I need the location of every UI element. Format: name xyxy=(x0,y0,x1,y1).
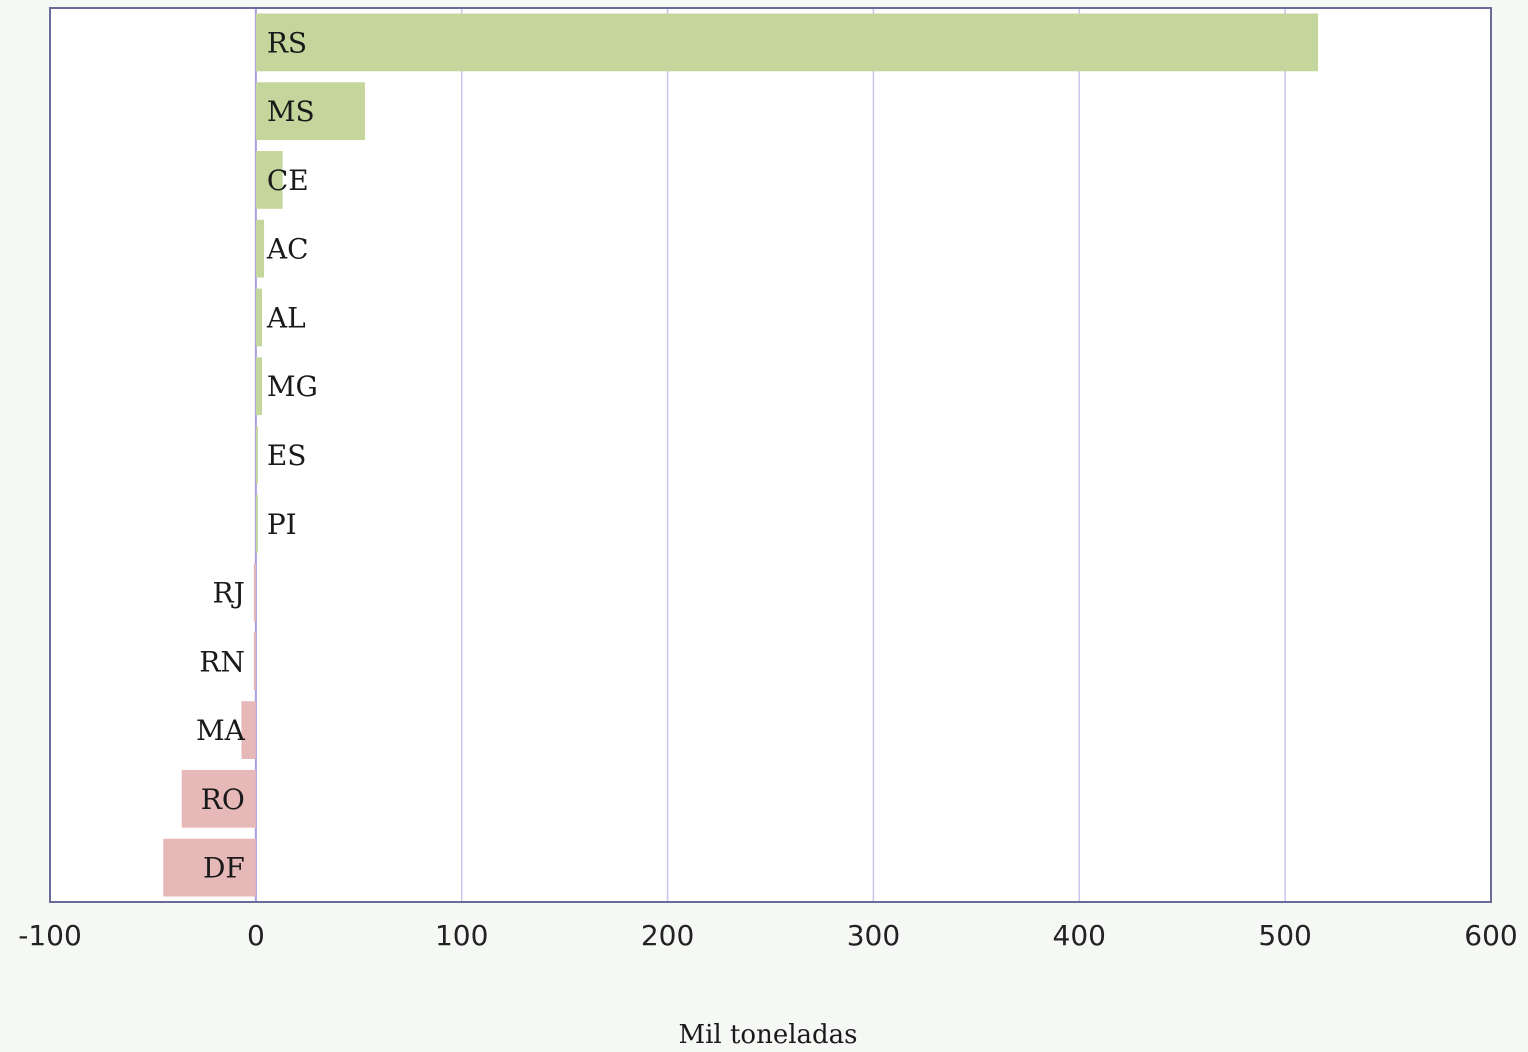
bar-labels: RS MS CE AC AL MG ES PI RJ RN MA RO DF xyxy=(196,26,318,884)
bar-ms xyxy=(255,82,365,141)
bar-label-ac: AC xyxy=(266,233,309,266)
bars xyxy=(163,13,1319,897)
bar-label-rn: RN xyxy=(199,645,245,678)
x-tick-label: 300 xyxy=(847,919,900,952)
bar-ac xyxy=(255,219,265,278)
x-tick-label: -100 xyxy=(18,919,82,952)
bar-label-rs: RS xyxy=(267,26,307,59)
bar-label-al: AL xyxy=(266,301,306,334)
x-tick-label: 0 xyxy=(247,919,265,952)
bar-ce xyxy=(255,151,283,209)
bar-label-ce: CE xyxy=(267,164,309,197)
bar-label-ma: MA xyxy=(196,714,246,747)
x-tick-label: 600 xyxy=(1464,919,1517,952)
bar-rs xyxy=(255,13,1319,72)
plot-area-background xyxy=(50,8,1491,902)
bar-label-rj: RJ xyxy=(213,577,245,610)
bar-df xyxy=(163,838,256,897)
bar-label-pi: PI xyxy=(267,508,297,541)
bar-pi xyxy=(255,494,258,553)
bar-al xyxy=(255,288,263,347)
bar-ma xyxy=(241,701,256,759)
x-tick-label: 200 xyxy=(641,919,694,952)
bar-label-df: DF xyxy=(203,852,245,885)
bar-ro xyxy=(181,769,256,828)
bar-es xyxy=(255,426,258,484)
bar-label-ro: RO xyxy=(201,783,245,816)
plot-frame xyxy=(49,7,1492,903)
x-tick-label: 500 xyxy=(1258,919,1311,952)
x-tick-label: 100 xyxy=(435,919,488,952)
bar-label-ms: MS xyxy=(267,95,315,128)
x-tick-label: 400 xyxy=(1053,919,1106,952)
bar-rj xyxy=(253,563,256,622)
bar-label-mg: MG xyxy=(267,370,318,403)
x-axis-ticks: -100 0 100 200 300 400 500 600 xyxy=(18,919,1518,952)
bar-label-es: ES xyxy=(267,439,307,472)
bar-rn xyxy=(253,632,256,691)
bar-mg xyxy=(255,357,263,416)
x-axis-title: Mil toneladas xyxy=(678,1020,857,1050)
